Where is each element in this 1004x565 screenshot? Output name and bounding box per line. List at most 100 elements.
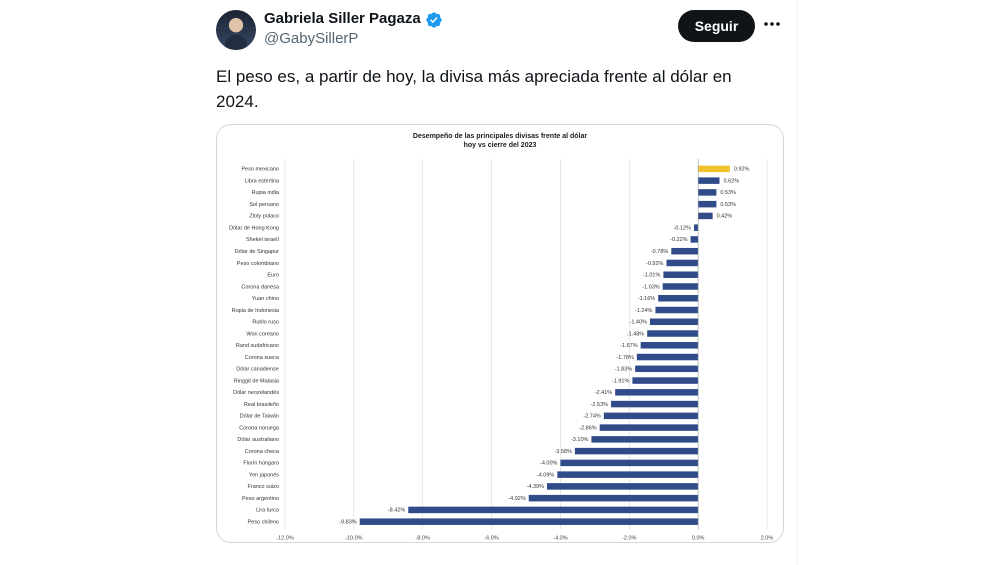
bar [635,365,699,373]
category-label: Dólar neozelandés [233,390,279,396]
category-label: Dólar de Taiwán [240,414,279,420]
chart-title: Desempeño de las principales divisas fre… [412,133,588,140]
data-label: -0.92% [646,261,664,267]
avatar[interactable] [216,10,256,50]
x-tick-label: -6.0% [484,536,498,542]
x-tick-label: -12.0% [276,536,294,542]
data-label: -4.00% [540,461,558,467]
category-label: Ringgit de Malasia [234,378,280,384]
data-label: -1.40% [630,320,648,326]
category-label: Peso chileno [248,519,280,525]
category-label: Libra esterlina [244,178,279,184]
category-label: Dólar de Hong Kong [229,225,279,231]
category-label: Peso colombiano [237,261,279,267]
bar [663,271,699,278]
category-label: Dólar de Singapur [235,249,280,255]
bar [666,259,699,267]
bar [603,412,699,420]
bar [591,436,699,443]
bar [647,330,699,337]
data-label: -4.09% [537,472,555,478]
x-tick-label: -10.0% [345,536,363,542]
bar [698,189,717,196]
bar [640,342,699,349]
bar [658,294,699,302]
data-label: -1.48% [627,331,645,337]
data-label: 0.62% [723,178,739,184]
data-label: 0.53% [720,190,736,196]
x-tick-label: 0.0% [692,536,705,542]
timeline-divider [797,0,798,565]
bar [560,459,699,467]
verified-badge-icon [426,12,442,28]
bar [615,389,699,396]
category-label: Corona noruega [239,425,280,431]
category-label: Corona sueca [245,355,280,361]
data-label: -2.74% [583,414,601,420]
bar [698,212,713,220]
data-label: -1.78% [616,355,634,361]
data-label: -8.42% [388,508,406,514]
category-label: Rupia de Indonesia [232,308,280,314]
category-label: Sol peruano [249,202,279,208]
category-label: Euro [267,273,279,279]
bar [694,224,699,231]
ellipsis-icon[interactable] [762,14,782,34]
tweet-text: El peso es, a partir de hoy, la divisa m… [216,67,732,111]
data-label: -0.78% [651,249,669,255]
data-label: -1.01% [643,273,661,279]
bar [408,506,699,514]
author-name[interactable]: Gabriela Siller Pagaza [264,10,421,27]
data-label: -4.92% [508,496,526,502]
follow-button[interactable]: Seguir [678,10,755,42]
bar [655,306,699,314]
category-label: Franco suizo [248,484,280,490]
category-label: Florín húngaro [243,461,279,467]
category-label: Yuan chino [252,296,279,302]
author-handle[interactable]: @GabySillerP [264,30,359,47]
x-tick-label: -8.0% [416,536,430,542]
data-label: 0.53% [720,202,736,208]
category-label: Real brasileño [244,402,279,408]
bar [698,200,717,208]
bar [671,247,699,255]
category-label: Peso mexicano [241,167,279,173]
bar [649,318,699,326]
category-label: Dólar australiano [237,437,279,443]
x-tick-label: -4.0% [553,536,567,542]
data-label: -3.58% [554,449,572,455]
data-label: -3.10% [571,437,589,443]
bar [632,377,699,384]
bar-chart: -12.0% -10.0% -8.0% -6.0% -4.0% -2.0% 0.0% 2.0%… [229,159,774,542]
category-label: Rupia india [251,190,279,196]
bar [528,494,699,502]
tweet-media-chart[interactable]: Desempeño de las principales divisas fre… [216,124,784,543]
category-label: Rand sudafricano [236,343,279,349]
category-label: Won coreano [246,331,279,337]
bar [698,177,720,184]
data-label: -1.91% [612,378,630,384]
x-tick-label: -2.0% [622,536,636,542]
data-label: -9.83% [339,519,357,525]
category-label: Dólar canadiense [236,367,279,373]
bar [611,400,699,408]
data-label: -1.03% [642,284,660,290]
chart-subtitle: hoy vs cierre del 2023 [463,142,537,149]
category-label: Yen japonés [249,472,279,478]
data-label: 0.42% [717,214,733,220]
data-label: -0.22% [670,237,688,243]
bar [574,447,699,455]
category-label: Corona danesa [241,284,280,290]
data-label: -2.53% [591,402,609,408]
x-tick-label: 2.0% [761,536,774,542]
category-label: Rublo ruso [252,320,279,326]
data-label: 0.92% [734,167,750,173]
data-label: -1.16% [638,296,656,302]
bar [359,518,699,525]
category-label: Lira turca [256,508,280,514]
bar [636,353,699,361]
data-label: -1.24% [635,308,653,314]
data-label: -4.39% [527,484,545,490]
data-label: -1.83% [615,367,633,373]
bar [599,424,699,431]
